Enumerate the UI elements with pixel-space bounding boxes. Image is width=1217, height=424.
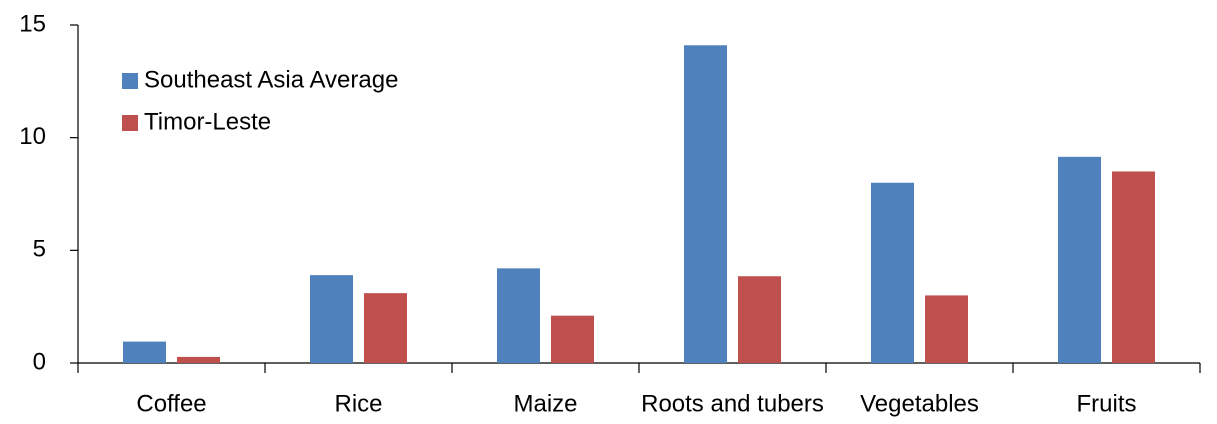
bar xyxy=(684,45,727,363)
bar xyxy=(123,341,166,363)
bar xyxy=(551,315,594,363)
x-tick-label: Fruits xyxy=(1077,390,1137,417)
bar xyxy=(310,275,353,363)
bar xyxy=(925,295,968,363)
y-tick-label: 0 xyxy=(33,348,46,375)
bar xyxy=(1112,171,1155,363)
bar xyxy=(1058,156,1101,363)
bar xyxy=(497,268,540,363)
y-tick-label: 10 xyxy=(19,123,46,150)
bar xyxy=(177,356,220,363)
bar xyxy=(364,293,407,363)
x-tick-label: Coffee xyxy=(136,390,206,417)
y-tick-label: 15 xyxy=(19,10,46,37)
y-tick-label: 5 xyxy=(33,236,46,263)
legend-swatch xyxy=(122,73,138,89)
bar xyxy=(871,182,914,363)
x-tick-label: Vegetables xyxy=(860,390,979,417)
legend-label: Southeast Asia Average xyxy=(144,66,398,93)
x-tick-label: Roots and tubers xyxy=(641,390,824,417)
legend-label: Timor-Leste xyxy=(144,108,271,135)
bar xyxy=(738,276,781,363)
x-tick-label: Maize xyxy=(513,390,577,417)
x-tick-label: Rice xyxy=(334,390,382,417)
legend-swatch xyxy=(122,115,138,131)
